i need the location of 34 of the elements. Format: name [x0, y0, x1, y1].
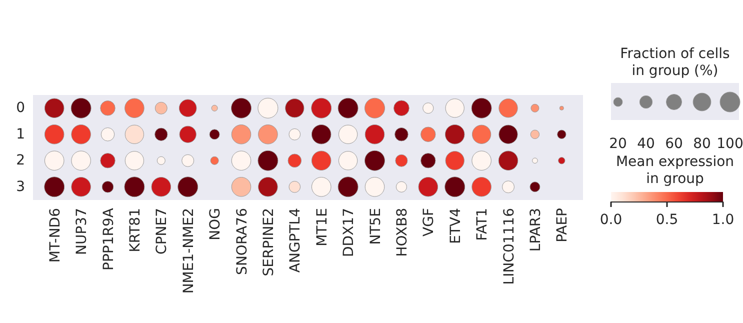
y-tick-label: 1 — [16, 126, 25, 142]
legend-label: 20 — [609, 136, 627, 152]
color-bar-label: 0.0 — [600, 212, 622, 228]
x-tick-label: MT1E — [314, 208, 330, 246]
x-tick-label: HOXB8 — [394, 208, 410, 257]
y-tick-label: 0 — [16, 100, 25, 116]
x-tick-label: SNORA76 — [234, 208, 250, 275]
x-tick-label: KRT81 — [127, 208, 144, 252]
legend-label: 40 — [637, 136, 655, 152]
x-tick-label: NME1-NME2 — [180, 208, 197, 294]
x-tick-label: NUP37 — [74, 208, 90, 255]
color-bar-title: Mean expression in group — [616, 154, 734, 187]
legend-title: Fraction of cells in group (%) — [620, 46, 730, 79]
x-tick-label: VGF — [421, 208, 438, 236]
x-tick-label: DDX17 — [341, 208, 358, 257]
x-tick-label: ETV4 — [448, 208, 464, 244]
legend-label: 80 — [693, 136, 711, 152]
x-tick-label: FAT1 — [474, 208, 491, 241]
legend-label: 60 — [665, 136, 683, 152]
x-tick-label: PAEP — [554, 208, 571, 242]
color-bar-label: 1.0 — [712, 212, 734, 228]
x-tick-label: ANGPTL4 — [288, 208, 304, 273]
x-tick-label: MT-ND6 — [47, 208, 64, 263]
y-tick-label: 3 — [16, 178, 25, 195]
x-tick-label: NOG — [208, 208, 224, 240]
x-tick-label: NT5E — [368, 208, 384, 245]
legend-label: 100 — [716, 136, 743, 152]
color-bar-label: 0.5 — [656, 212, 678, 228]
x-tick-label: SERPINE2 — [260, 208, 277, 276]
y-tick-label: 2 — [16, 152, 25, 169]
x-tick-label: PPP1R9A — [100, 208, 117, 270]
x-tick-label: CPNE7 — [154, 208, 170, 254]
x-tick-label: LPAR3 — [528, 208, 544, 252]
x-tick-label: LINC01116 — [501, 208, 518, 285]
